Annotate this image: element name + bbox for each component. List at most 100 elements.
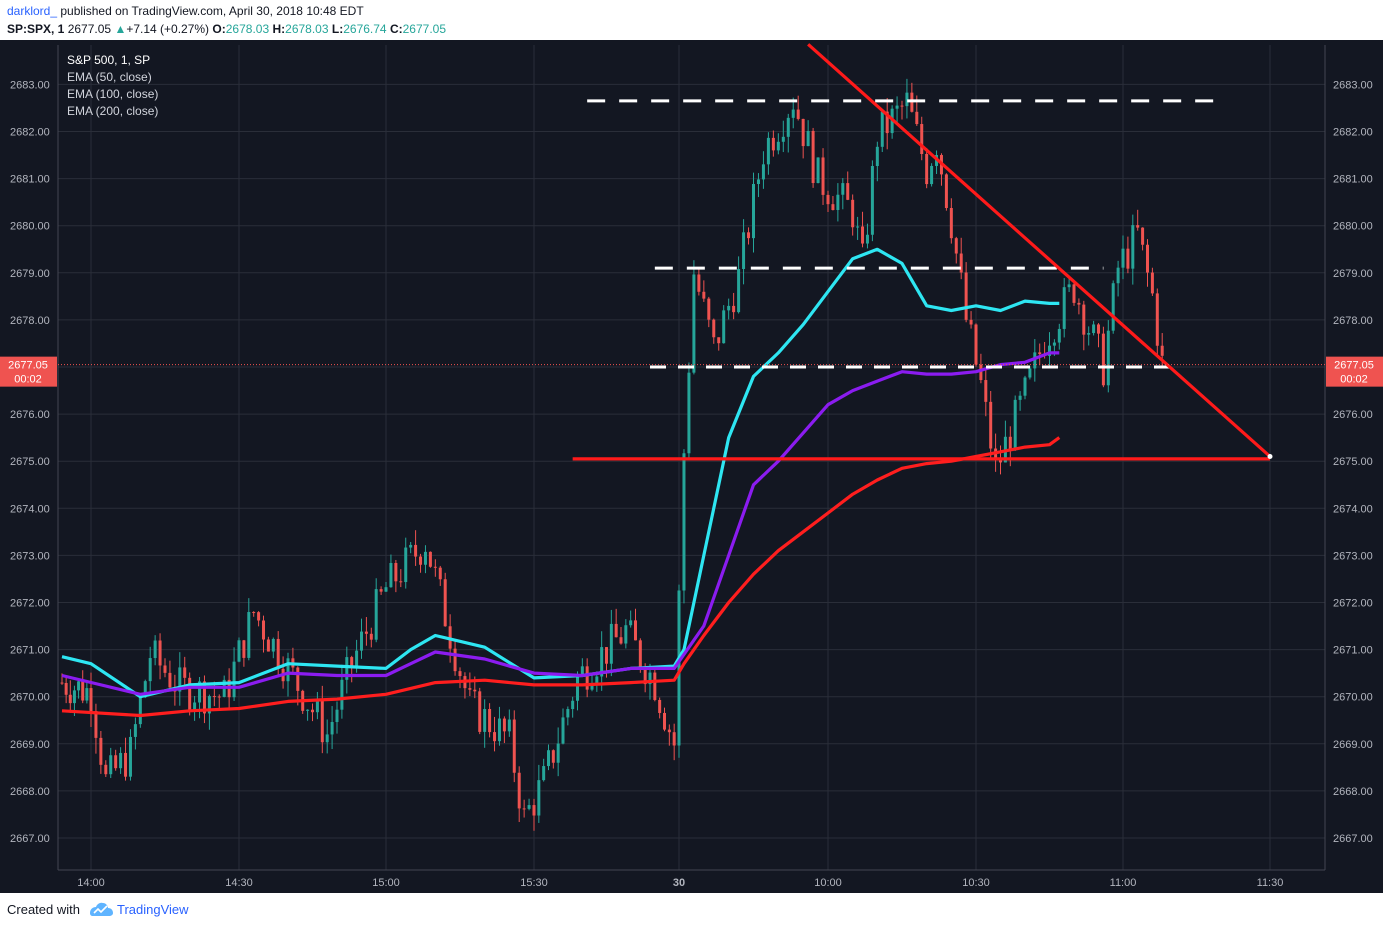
created-with-text: Created with (7, 902, 80, 917)
candle-body (364, 631, 368, 634)
candle-body (727, 305, 731, 311)
candle-body (399, 581, 403, 583)
candle-body (609, 623, 613, 664)
candle-body (257, 612, 261, 621)
candle-body (379, 589, 383, 592)
candle-body (619, 637, 623, 644)
candle-body (979, 364, 983, 381)
y-tick-label-right: 2673.00 (1333, 550, 1373, 562)
candle-body (414, 544, 418, 557)
y-tick-label-right: 2678.00 (1333, 315, 1373, 327)
candle-body (409, 544, 413, 548)
candle-body (423, 551, 427, 565)
candle-body (776, 141, 780, 151)
chart-area[interactable]: 2667.00 2667.00 2668.00 2668.00 2669.00 2669.… (0, 40, 1383, 893)
x-tick-label: 11:00 (1110, 877, 1137, 889)
trendline-anchor[interactable] (1267, 453, 1273, 459)
candle-body (77, 681, 81, 691)
candle-body (1150, 272, 1154, 294)
candle-body (517, 772, 521, 809)
candle-body (1111, 283, 1115, 331)
candle-body (547, 750, 550, 767)
tradingview-link[interactable]: TradingView (117, 902, 189, 917)
tradingview-logo-icon (90, 902, 113, 916)
candle-body (885, 111, 889, 134)
candle-body (841, 183, 845, 195)
candle-body (677, 590, 681, 746)
x-tick-label: 30 (673, 877, 685, 889)
candle-body (311, 709, 314, 713)
candle-body (969, 319, 973, 325)
candle-body (394, 563, 398, 582)
candle-body (796, 109, 800, 119)
last-price-tag-right (1326, 356, 1383, 387)
candle-body (81, 681, 85, 701)
candle-body (389, 563, 393, 588)
candle-body (532, 805, 536, 816)
candle-body (722, 310, 726, 344)
candle-body (551, 750, 555, 763)
candle-body (692, 274, 696, 373)
candle-body (428, 551, 432, 567)
last-price-tag-right-countdown: 00:02 (1340, 374, 1368, 386)
candle-body (493, 732, 497, 742)
y-tick-label-left: 2667.00 (10, 833, 50, 845)
candle-body (811, 130, 815, 184)
open-value: 2678.03 (225, 22, 270, 36)
y-tick-label-left: 2668.00 (10, 786, 50, 798)
candle-body (153, 640, 157, 659)
y-tick-label-left: 2683.00 (10, 79, 50, 91)
candle-body (974, 324, 978, 365)
candle-body (94, 711, 98, 738)
published-text: published on TradingView.com, April 30, … (60, 4, 364, 18)
author-link[interactable]: darklord_ (7, 4, 58, 18)
symbol-line: SP:SPX, 1 2677.05 ▲+7.14 (+0.27%) O:2678… (7, 22, 446, 36)
candle-body (369, 633, 373, 640)
candle-body (148, 658, 152, 682)
candle-body (717, 337, 721, 344)
candle-body (653, 672, 657, 700)
candle-body (266, 639, 270, 652)
candle-body (576, 674, 579, 701)
chart-legend: S&P 500, 1, SP EMA (50, close) EMA (100,… (67, 52, 158, 120)
price-chart[interactable]: 2667.00 2667.00 2668.00 2668.00 2669.00 2669.… (0, 40, 1383, 893)
candle-body (747, 232, 751, 239)
candle-body (875, 146, 879, 167)
candle-body (836, 194, 840, 210)
y-tick-label-right: 2679.00 (1333, 268, 1373, 280)
candle-body (865, 234, 869, 244)
candle-body (478, 691, 482, 732)
candle-body (880, 111, 884, 147)
low-label: L: (331, 22, 344, 36)
descending-trendline[interactable] (807, 43, 1272, 458)
chart-footer: Created with TradingView (0, 893, 1383, 927)
candle-body (781, 136, 785, 142)
candle-body (905, 92, 909, 107)
candle-body (595, 676, 599, 685)
candle-body (742, 232, 746, 269)
candle-body (949, 207, 953, 239)
x-tick-label: 10:30 (962, 877, 990, 889)
candle-body (614, 623, 618, 638)
close-value: 2677.05 (402, 22, 447, 36)
candle-body (766, 137, 770, 165)
y-tick-label-left: 2675.00 (10, 456, 50, 468)
x-tick-label: 14:30 (225, 877, 253, 889)
candle-body (419, 556, 423, 565)
x-tick-label: 14:00 (77, 877, 105, 889)
candle-body (315, 700, 319, 713)
candle-body (64, 682, 68, 695)
candle-body (119, 752, 123, 769)
candle-body (433, 566, 437, 568)
candle-body (114, 755, 118, 769)
y-tick-label-left: 2678.00 (10, 315, 50, 327)
candle-body (667, 729, 671, 733)
candle-body (634, 620, 637, 641)
candle-body (629, 620, 633, 626)
close-label: C: (389, 22, 403, 36)
candle-body (1097, 324, 1100, 334)
low-value: 2676.74 (343, 22, 387, 36)
candle-body (707, 298, 711, 320)
candle-body (158, 640, 162, 666)
candle-body (1008, 436, 1012, 451)
